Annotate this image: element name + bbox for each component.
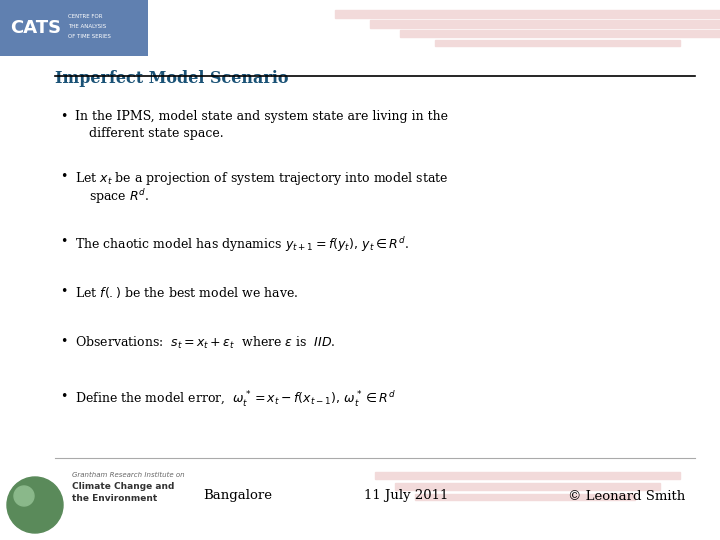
Text: space $R^d$.: space $R^d$.	[89, 187, 150, 206]
Text: •: •	[60, 110, 68, 123]
Text: © Leonard Smith: © Leonard Smith	[568, 489, 685, 503]
FancyBboxPatch shape	[0, 0, 148, 56]
Text: •: •	[60, 335, 68, 348]
Text: The chaotic model has dynamics $y_{t+1} = f(y_t),\, y_t \in R^d$.: The chaotic model has dynamics $y_{t+1} …	[75, 235, 409, 254]
Text: In the IPMS, model state and system state are living in the: In the IPMS, model state and system stat…	[75, 110, 448, 123]
Text: OF TIME SERIES: OF TIME SERIES	[68, 33, 111, 38]
Text: CATS: CATS	[10, 19, 61, 37]
Text: Grantham Research Institute on: Grantham Research Institute on	[72, 472, 184, 478]
Text: •: •	[60, 390, 68, 403]
Polygon shape	[435, 40, 680, 46]
Text: •: •	[60, 285, 68, 298]
Circle shape	[7, 477, 63, 533]
Text: Observations:  $s_t = x_t + \epsilon_t$  where $\epsilon$ is  $IID$.: Observations: $s_t = x_t + \epsilon_t$ w…	[75, 335, 336, 351]
Text: different state space.: different state space.	[89, 127, 224, 140]
Text: Imperfect Model Scenario: Imperfect Model Scenario	[55, 70, 289, 87]
Circle shape	[14, 486, 34, 506]
Text: Define the model error,  $\omega_t^* = x_t - f(x_{t-1}),\, \omega_t^* \in R^d$: Define the model error, $\omega_t^* = x_…	[75, 390, 395, 409]
Text: •: •	[60, 170, 68, 183]
Text: THE ANALYSIS: THE ANALYSIS	[68, 24, 107, 29]
Text: Climate Change and: Climate Change and	[72, 482, 174, 491]
Polygon shape	[375, 472, 680, 479]
Text: •: •	[60, 235, 68, 248]
Polygon shape	[335, 10, 720, 18]
Text: Let $x_t$ be a projection of system trajectory into model state: Let $x_t$ be a projection of system traj…	[75, 170, 449, 187]
Text: the Environment: the Environment	[72, 494, 157, 503]
Polygon shape	[400, 30, 720, 37]
Polygon shape	[370, 20, 720, 28]
Text: Bangalore: Bangalore	[204, 489, 272, 503]
Text: Let $f(.)$ be the best model we have.: Let $f(.)$ be the best model we have.	[75, 285, 298, 300]
Text: 11 July 2011: 11 July 2011	[364, 489, 448, 503]
Text: CENTRE FOR: CENTRE FOR	[68, 14, 102, 18]
Polygon shape	[415, 494, 635, 500]
Polygon shape	[395, 483, 660, 490]
